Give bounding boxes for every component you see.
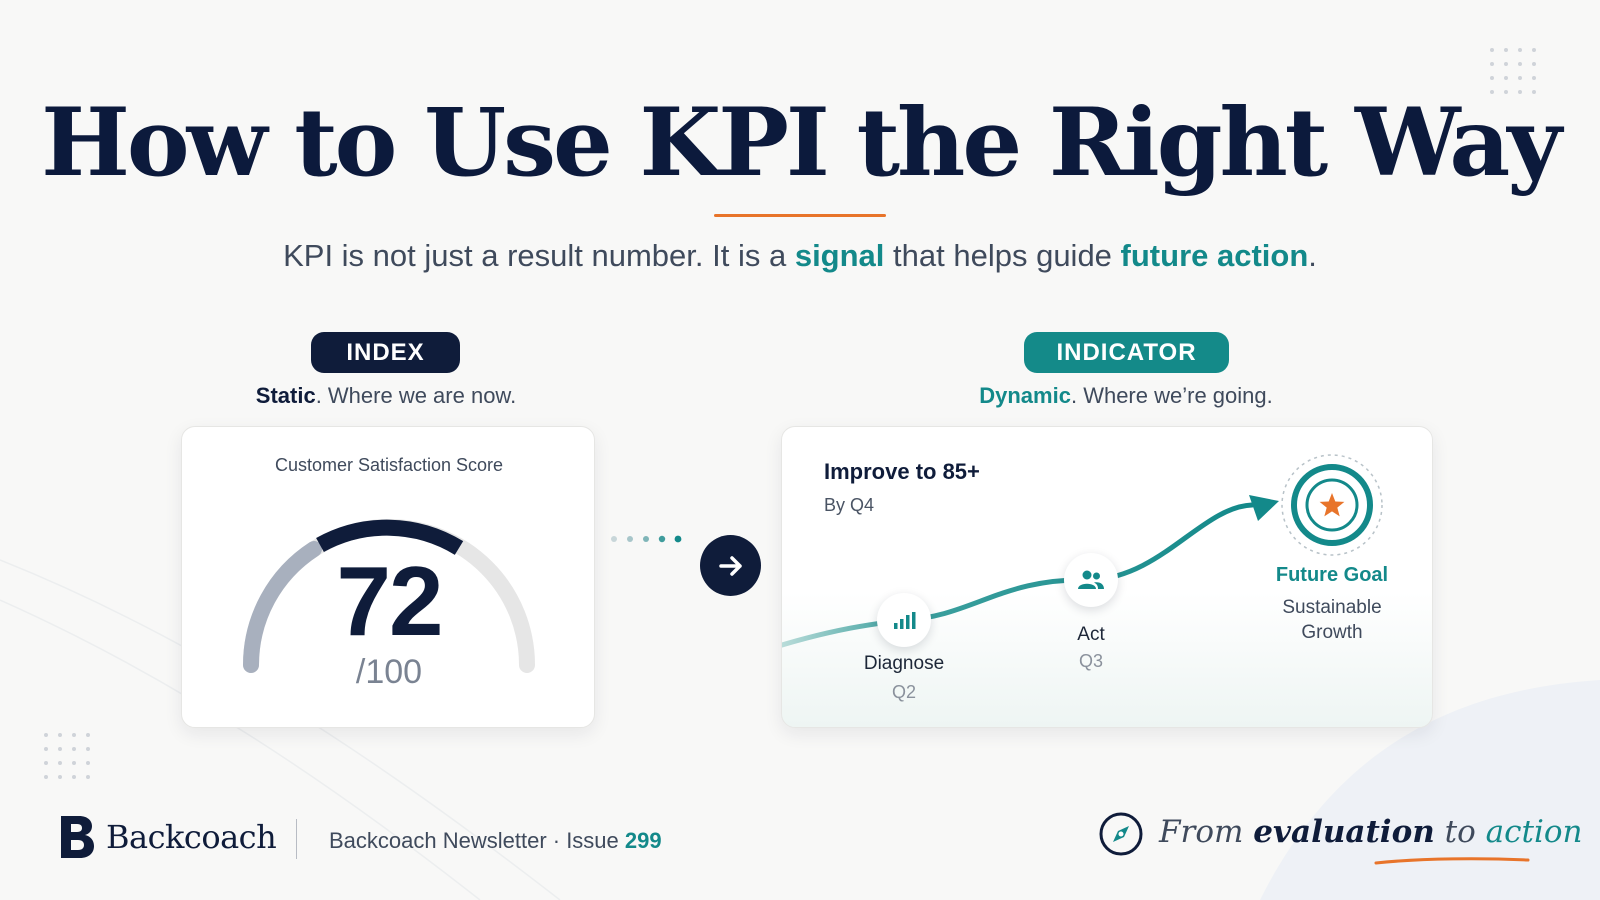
backcoach-logo-icon bbox=[61, 816, 94, 858]
index-caption-rest: . Where we are now. bbox=[315, 383, 517, 408]
future-goal-description: Sustainable Growth bbox=[1282, 597, 1382, 643]
newsletter-label: Backcoach Newsletter · Issue bbox=[329, 828, 625, 853]
subtitle-text: . bbox=[1308, 238, 1317, 273]
subtitle-highlight-signal: signal bbox=[794, 238, 885, 273]
newsletter-issue: Backcoach Newsletter · Issue 299 bbox=[329, 828, 662, 854]
subtitle-text: KPI is not just a result number. It is a bbox=[283, 238, 795, 273]
subtitle: KPI is not just a result number. It is a… bbox=[0, 238, 1600, 274]
tagline-action: action bbox=[1485, 814, 1583, 850]
metric-label: Customer Satisfaction Score bbox=[274, 455, 504, 475]
step-label-diagnose: Diagnose bbox=[863, 653, 945, 674]
act-node bbox=[1064, 553, 1118, 607]
target-star-icon bbox=[1281, 454, 1383, 556]
indicator-badge: INDICATOR bbox=[1024, 332, 1229, 373]
future-goal-label: Future Goal bbox=[1275, 564, 1389, 586]
step-quarter-diagnose: Q2 bbox=[891, 682, 916, 702]
score-max: /100 bbox=[355, 653, 423, 691]
index-caption-bold: Static bbox=[255, 383, 316, 408]
bar-chart-icon bbox=[894, 612, 916, 629]
subtitle-highlight-future-action: future action bbox=[1120, 238, 1309, 273]
tagline-evaluation: evaluation bbox=[1253, 814, 1435, 850]
subtitle-text: that helps guide bbox=[884, 238, 1121, 273]
brand-name: Backcoach bbox=[106, 818, 277, 856]
issue-number: 299 bbox=[624, 828, 662, 853]
score-value: 72 bbox=[336, 546, 443, 656]
dotted-connector bbox=[611, 535, 682, 543]
goal-title: Improve to 85+ bbox=[824, 459, 980, 484]
compass-icon bbox=[1099, 812, 1143, 856]
indicator-caption: Dynamic. Where we’re going. bbox=[876, 383, 1376, 409]
footer-divider bbox=[296, 819, 297, 859]
goal-deadline: By Q4 bbox=[824, 495, 875, 515]
indicator-caption-bold: Dynamic bbox=[979, 383, 1071, 408]
tagline-text: From bbox=[1159, 814, 1254, 850]
arrow-right-icon bbox=[700, 535, 761, 596]
tagline-text: to bbox=[1434, 814, 1486, 850]
tagline-underline bbox=[1374, 857, 1530, 865]
title-accent-underline bbox=[714, 214, 886, 217]
dot-grid-decoration bbox=[1490, 48, 1536, 94]
page-title: How to Use KPI the Right Way bbox=[41, 88, 1562, 198]
index-caption: Static. Where we are now. bbox=[186, 383, 586, 409]
indicator-caption-rest: . Where we’re going. bbox=[1070, 383, 1273, 408]
people-icon bbox=[1078, 570, 1104, 589]
tagline: From evaluation to action bbox=[1159, 814, 1583, 850]
dot-grid-decoration bbox=[44, 733, 90, 779]
index-card: Customer Satisfaction Score 72 /100 bbox=[181, 426, 595, 728]
step-label-act: Act bbox=[1077, 624, 1105, 645]
diagnose-node bbox=[877, 593, 931, 647]
step-quarter-act: Q3 bbox=[1078, 651, 1103, 671]
indicator-card: Improve to 85+ By Q4 Diagnose Q2 Act Q3 … bbox=[781, 426, 1433, 728]
index-badge: INDEX bbox=[311, 332, 460, 373]
growth-trend-line bbox=[782, 495, 1279, 648]
score-gauge bbox=[242, 519, 535, 673]
